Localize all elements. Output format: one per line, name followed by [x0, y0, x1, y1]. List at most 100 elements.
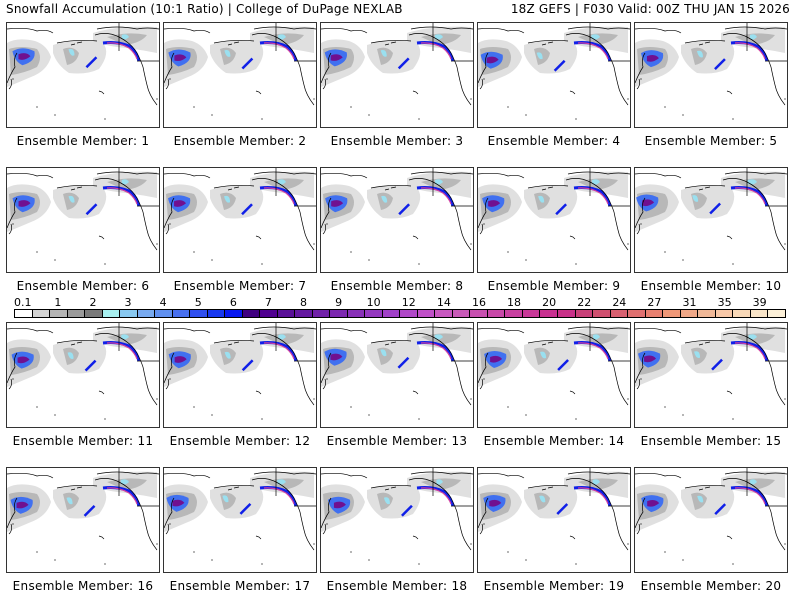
panel-caption: Ensemble Member: 13	[326, 434, 468, 448]
snow-pacific-blue	[68, 48, 75, 56]
coast-westcoast	[142, 511, 158, 551]
islands	[169, 223, 315, 265]
snow-pacific-blue	[380, 349, 387, 357]
border-canada	[746, 468, 787, 507]
islands	[326, 378, 472, 420]
coastlines	[164, 323, 316, 406]
colorbar-segment	[557, 310, 576, 317]
colorbar-tick-label: 0.1	[14, 296, 32, 309]
snow-coast-core	[577, 342, 609, 360]
coast-north	[253, 26, 316, 30]
map-graphic	[321, 23, 473, 120]
map-graphic	[7, 323, 159, 420]
coast-north	[724, 326, 787, 330]
snow-asia-core	[331, 200, 344, 207]
snow-alaska-blue	[591, 34, 600, 40]
coast-hawaii	[98, 90, 105, 95]
snow-asia-core	[644, 355, 657, 363]
snowfall-map	[163, 467, 317, 573]
coast-westcoast	[770, 366, 786, 406]
snow-pacific-band	[714, 503, 727, 515]
coast-alaska	[565, 333, 615, 368]
border-canada	[118, 468, 159, 507]
coastlines	[321, 23, 473, 106]
panel-caption: Ensemble Member: 3	[330, 134, 464, 148]
coast-north	[724, 171, 787, 175]
snow-asia-core	[330, 353, 343, 361]
coast-north	[567, 26, 630, 30]
islands	[12, 523, 158, 565]
border-canada	[746, 168, 787, 207]
colorbar-segment	[295, 310, 313, 317]
coast-aleutians	[370, 39, 412, 46]
snow-region-pacific	[681, 40, 735, 74]
map-graphic	[321, 323, 473, 420]
coast-aleutians	[684, 184, 726, 191]
coast-alaska	[722, 178, 772, 213]
snow-region-pacific-mid	[63, 47, 79, 65]
border-canada	[432, 468, 473, 507]
snow-pacific-blue	[696, 50, 703, 58]
snow-alaska-blue	[436, 479, 443, 485]
snow-alaska-blue	[278, 334, 286, 340]
snowfall-shading	[321, 326, 471, 387]
snow-pacific-band	[398, 203, 411, 216]
snow-alaska-blue	[121, 34, 129, 40]
islands	[326, 78, 472, 120]
snowfall-shading	[321, 171, 471, 232]
colorbar-tick-label: 35	[717, 296, 732, 309]
snow-alaska-blue	[278, 34, 286, 40]
map-graphic	[478, 468, 630, 565]
panel-caption: Ensemble Member: 4	[487, 134, 621, 148]
coast-alaska	[251, 333, 301, 368]
border-canada	[275, 323, 316, 362]
colorbar-segment	[242, 310, 261, 317]
snow-pacific-band	[556, 503, 569, 515]
islands	[169, 78, 315, 120]
snowfall-shading	[7, 471, 157, 532]
snow-coast-core	[263, 487, 295, 505]
colorbar-segment	[400, 310, 418, 317]
coast-asia	[164, 27, 211, 90]
snow-region-pacific	[524, 340, 578, 374]
coast-westcoast	[613, 211, 629, 251]
snow-asia-core	[17, 356, 30, 364]
coast-alaska	[408, 33, 458, 68]
coast-aleutians	[56, 339, 98, 346]
map-graphic	[164, 23, 316, 120]
coastlines	[635, 23, 787, 106]
snow-pacific-blue	[540, 351, 547, 359]
snow-region-pacific	[681, 185, 735, 219]
snow-region-pacific	[681, 340, 735, 374]
snow-alaska-blue	[121, 179, 129, 185]
coast-north	[96, 171, 159, 175]
snow-asia-core	[18, 53, 31, 60]
panel-caption: Ensemble Member: 12	[169, 434, 311, 448]
snow-alaska-blue	[278, 179, 286, 185]
colorbar-tick-label: 9	[335, 296, 343, 309]
snowfall-shading	[635, 326, 785, 387]
colorbar-tick-label: 22	[577, 296, 592, 309]
panel-caption: Ensemble Member: 8	[330, 279, 464, 293]
border-canada	[746, 23, 787, 62]
coast-hawaii	[726, 390, 733, 395]
map-graphic	[7, 23, 159, 120]
snowfall-map	[634, 22, 788, 128]
snowfall-shading	[7, 326, 157, 387]
snow-pacific-blue	[538, 195, 545, 203]
snow-pacific-blue	[381, 195, 388, 203]
coast-alaska	[565, 178, 615, 213]
coastlines	[478, 168, 630, 251]
snow-pacific-blue	[68, 195, 75, 203]
coast-alaska	[408, 333, 458, 368]
map-graphic	[635, 468, 787, 565]
coast-westcoast	[613, 366, 629, 406]
snow-region-pacific	[524, 40, 578, 74]
snowfall-map	[320, 22, 474, 128]
snow-pacific-band	[397, 57, 410, 70]
snow-alaska-blue	[434, 34, 443, 40]
snowfall-shading	[635, 171, 785, 232]
coast-asia	[321, 472, 368, 535]
coast-asia	[635, 172, 682, 235]
colorbar-tick-label: 20	[542, 296, 557, 309]
